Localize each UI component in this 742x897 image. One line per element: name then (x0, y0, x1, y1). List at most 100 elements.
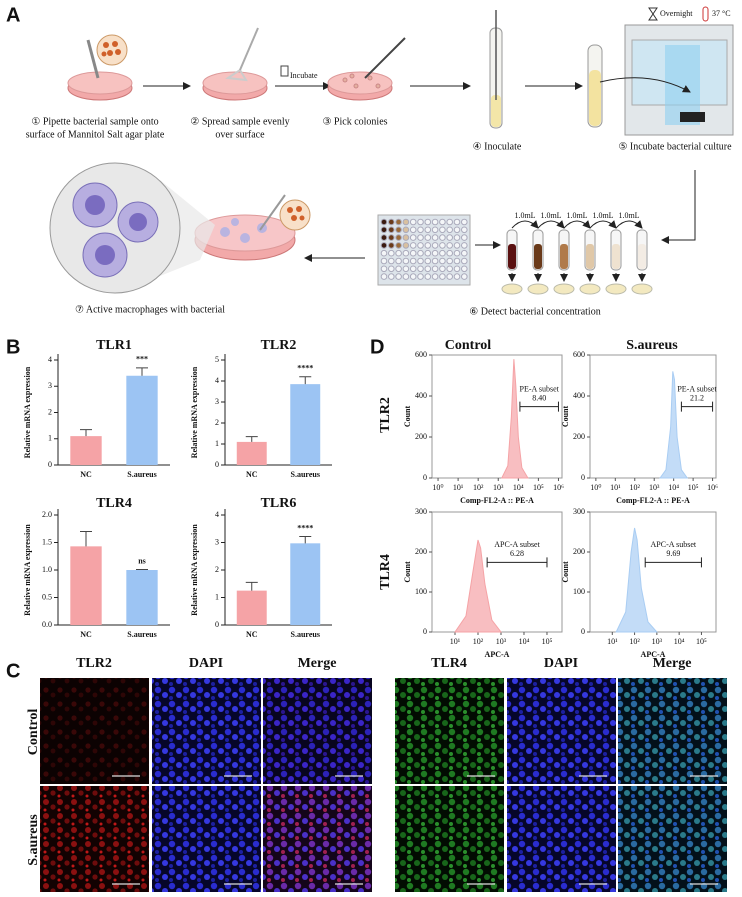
y-tick-label: 300 (573, 507, 585, 516)
arrow (615, 220, 643, 229)
volume-label: 1.0mL (618, 211, 639, 220)
well (417, 273, 424, 280)
plot-frame (431, 354, 563, 479)
panel-label: A (6, 4, 20, 26)
well (417, 242, 424, 249)
step-text: ② Spread sample evenly (190, 116, 289, 127)
well (402, 226, 410, 234)
x-tick-label: 10⁵ (533, 483, 544, 492)
micrograph (507, 678, 616, 784)
y-axis-label: Relative mRNA expression (190, 366, 199, 458)
well (395, 226, 402, 234)
bar (236, 590, 267, 625)
y-tick-label: 0.0 (42, 620, 52, 629)
x-axis-label: APC-A (641, 650, 666, 659)
well (395, 218, 402, 226)
well (402, 234, 410, 241)
y-axis-label: Relative mRNA expression (23, 366, 32, 458)
well (424, 265, 432, 273)
micrograph (507, 786, 616, 892)
well (453, 226, 461, 234)
x-tick-label: 10³ (493, 483, 504, 492)
y-tick-label: 400 (415, 391, 427, 400)
well (395, 273, 402, 280)
well (453, 265, 461, 273)
bar (290, 384, 321, 465)
y-tick-label: 0 (48, 460, 52, 469)
arrow (511, 220, 539, 229)
well (424, 257, 432, 265)
well (380, 273, 388, 280)
y-tick-label: 200 (573, 432, 585, 441)
x-tick-label: 10⁴ (519, 637, 530, 646)
tube-liquid (612, 244, 620, 269)
well (424, 226, 432, 234)
x-tick-label: 10⁵ (688, 483, 699, 492)
x-tick-label: NC (80, 630, 92, 639)
incubate-label: Incubate (290, 71, 318, 80)
x-axis-label: Comp-FL2-A :: PE-A (616, 496, 690, 505)
step-text: ⑤ Incubate bacterial culture (618, 141, 732, 152)
x-tick-label: 10³ (496, 637, 507, 646)
well (431, 249, 439, 257)
well (417, 265, 424, 273)
step-text: surface of Mannitol Salt agar plate (26, 129, 165, 140)
error-bar (136, 568, 148, 570)
y-tick-label: 2.0 (42, 510, 52, 519)
gate-name: PE-A subset (520, 384, 560, 393)
tube-liquid (534, 244, 542, 269)
well (439, 242, 446, 249)
chart-title: TLR6 (261, 496, 297, 511)
y-tick-label: 0 (215, 620, 219, 629)
well (446, 242, 454, 249)
micrograph (618, 786, 727, 892)
bar (126, 570, 158, 625)
well (402, 249, 410, 257)
x-tick-label: 10⁴ (668, 483, 679, 492)
well (424, 273, 432, 280)
plate (579, 283, 601, 295)
well (424, 218, 432, 226)
x-tick-label: NC (246, 470, 258, 479)
well (461, 218, 468, 226)
significance: *** (136, 355, 148, 364)
column-header: TLR2 (76, 656, 112, 671)
well (439, 218, 446, 226)
plot-frame (589, 511, 717, 633)
column-header: S.aureus (626, 338, 678, 353)
y-tick-label: 2 (215, 565, 219, 574)
tube-liquid (638, 244, 646, 269)
well (439, 273, 446, 280)
gate-name: APC-A subset (651, 540, 697, 549)
y-tick-label: 400 (573, 391, 585, 400)
arrow (537, 220, 565, 229)
micrograph (263, 678, 372, 784)
overnight-label: Overnight (660, 9, 693, 18)
y-tick-label: 0 (215, 460, 219, 469)
well (417, 249, 424, 257)
chart-title: TLR4 (96, 496, 132, 511)
well (431, 226, 439, 234)
well (388, 242, 395, 249)
volume-label: 1.0mL (514, 211, 535, 220)
micrograph (40, 678, 149, 784)
workflow-art: 1.0mL 1.0mL 1.0mL 1.0mL 1.0mL (49, 6, 734, 295)
well (402, 273, 410, 280)
y-tick-label: 600 (415, 350, 427, 359)
significance: **** (297, 523, 313, 532)
plate (527, 283, 549, 295)
well (409, 218, 417, 226)
well (417, 226, 424, 234)
well (402, 218, 410, 226)
x-tick-label: 10¹ (610, 483, 621, 492)
y-tick-label: 1 (215, 439, 219, 448)
well (446, 234, 454, 241)
x-tick-label: 10² (629, 637, 640, 646)
well (431, 257, 439, 265)
gate-value: 8.40 (532, 393, 546, 402)
y-tick-label: 4 (48, 355, 52, 364)
well (380, 242, 388, 249)
well (395, 257, 402, 265)
chart-title: TLR2 (261, 338, 297, 353)
